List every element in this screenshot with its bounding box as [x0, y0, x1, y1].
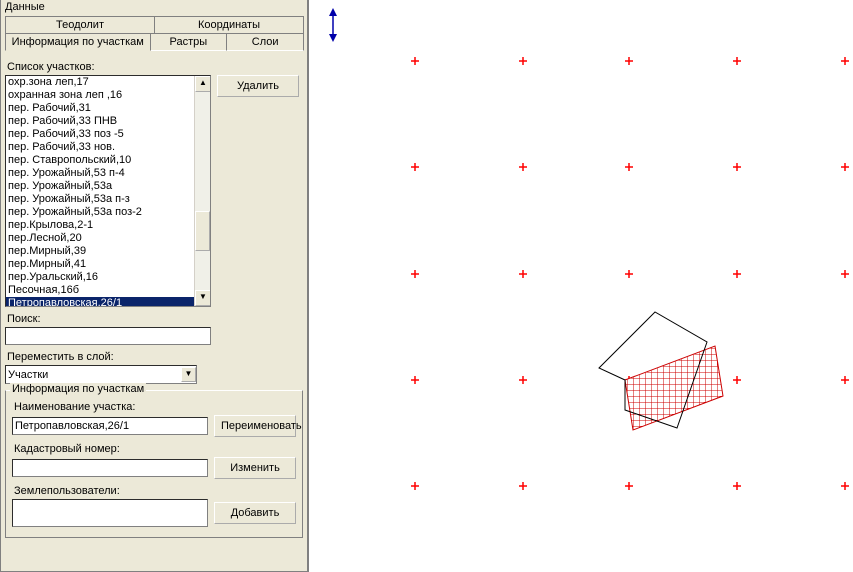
cadastral-input[interactable]	[12, 459, 208, 477]
list-item[interactable]: пер. Урожайный,53а п-з	[6, 193, 194, 206]
tab-rasters[interactable]: Растры	[150, 33, 228, 51]
map-canvas[interactable]	[308, 0, 853, 572]
list-item[interactable]: пер.Лесной,20	[6, 232, 194, 245]
tabs-row-2: Информация по участкам Растры Слои	[5, 33, 303, 51]
tabs-row-1: Теодолит Координаты	[5, 16, 303, 34]
tab-content: Список участков: охр.зона леп,17охранная…	[5, 51, 303, 384]
scroll-thumb[interactable]	[195, 211, 210, 251]
tab-parcel-info[interactable]: Информация по участкам	[5, 33, 151, 51]
layer-select[interactable]: Участки ▼	[5, 365, 197, 384]
list-item[interactable]: пер. Урожайный,53 п-4	[6, 167, 194, 180]
list-item[interactable]: пер.Крылова,2-1	[6, 219, 194, 232]
list-item[interactable]: пер. Урожайный,53а поз-2	[6, 206, 194, 219]
chevron-down-icon[interactable]: ▼	[181, 367, 196, 382]
list-item[interactable]: Песочная,16б	[6, 284, 194, 297]
list-label: Список участков:	[5, 61, 303, 73]
list-item[interactable]: охр.зона леп,17	[6, 76, 194, 89]
move-layer-label: Переместить в слой:	[5, 351, 303, 363]
list-item[interactable]: охранная зона леп ,16	[6, 89, 194, 102]
layer-select-value: Участки	[8, 369, 48, 381]
list-scrollbar[interactable]: ▲ ▼	[194, 76, 210, 306]
search-label: Поиск:	[5, 313, 303, 325]
rename-button[interactable]: Переименовать	[214, 415, 296, 437]
list-item[interactable]: пер.Мирный,39	[6, 245, 194, 258]
panel-title: Данные	[1, 0, 307, 13]
scroll-down-button[interactable]: ▼	[195, 290, 211, 306]
list-item[interactable]: пер.Уральский,16	[6, 271, 194, 284]
change-button[interactable]: Изменить	[214, 457, 296, 479]
list-item[interactable]: пер. Рабочий,33 поз -5	[6, 128, 194, 141]
cadastral-label: Кадастровый номер:	[12, 443, 296, 455]
list-item[interactable]: пер.Мирный,41	[6, 258, 194, 271]
list-item[interactable]: Петропавловская,26/1	[6, 297, 194, 306]
list-item[interactable]: пер. Рабочий,31	[6, 102, 194, 115]
side-panel: Данные Теодолит Координаты Информация по…	[0, 0, 308, 572]
list-item[interactable]: пер. Урожайный,53а	[6, 180, 194, 193]
users-label: Землепользователи:	[12, 485, 296, 497]
list-item[interactable]: пер. Рабочий,33 ПНВ	[6, 115, 194, 128]
add-button[interactable]: Добавить	[214, 502, 296, 524]
tab-coordinates[interactable]: Координаты	[154, 16, 304, 34]
delete-button[interactable]: Удалить	[217, 75, 299, 97]
tab-teodolit[interactable]: Теодолит	[5, 16, 155, 34]
list-item[interactable]: пер. Ставропольский,10	[6, 154, 194, 167]
scroll-up-button[interactable]: ▲	[195, 76, 211, 92]
name-input[interactable]	[12, 417, 208, 435]
parcel-info-group: Наименование участка: Переименовать Када…	[5, 390, 303, 538]
parcel-listbox[interactable]: охр.зона леп,17охранная зона леп ,16пер.…	[5, 75, 211, 307]
tab-layers[interactable]: Слои	[226, 33, 304, 51]
list-item[interactable]: пер. Рабочий,33 нов.	[6, 141, 194, 154]
search-input[interactable]	[5, 327, 211, 345]
name-label: Наименование участка:	[12, 401, 296, 413]
users-list[interactable]	[12, 499, 208, 527]
